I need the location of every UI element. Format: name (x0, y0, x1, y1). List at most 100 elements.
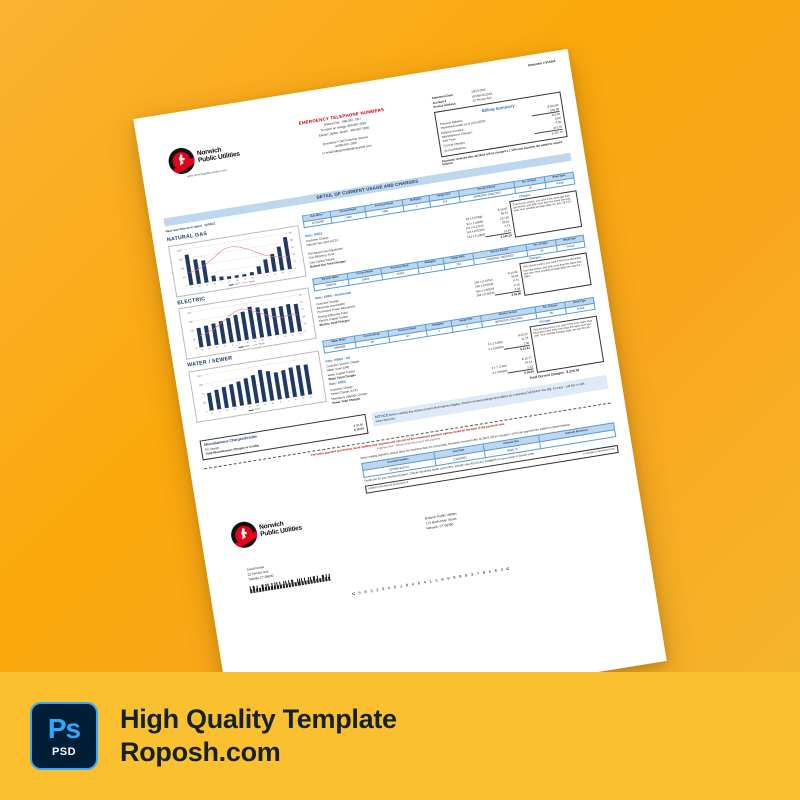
svg-text:51: 51 (291, 246, 295, 248)
svg-text:F: F (239, 343, 241, 345)
svg-text:72: 72 (202, 393, 206, 395)
svg-text:108: 108 (199, 384, 204, 387)
bill-page-sheet: Statement # 915254 Norwich Public Utilit… (133, 48, 667, 732)
account-summary-block: Statement Date: 10/17/2022 Account # 615… (431, 75, 569, 167)
svg-text:S: S (292, 335, 294, 337)
svg-text:Temp: Temp (259, 343, 266, 346)
svg-text:D: D (234, 408, 236, 410)
svg-text:0: 0 (206, 411, 208, 413)
svg-text:J: J (287, 400, 289, 402)
svg-text:85: 85 (289, 232, 293, 234)
svg-text:J: J (242, 407, 244, 409)
svg-text:S: S (282, 272, 284, 274)
statement-number-value: 915254 (545, 58, 556, 65)
svg-text:S: S (191, 287, 193, 289)
usage-history-chart: 143 108 72 36 0 S O N D J F M A M J J A S O CCF (188, 350, 327, 423)
barcode-bar (328, 573, 331, 581)
svg-text:94: 94 (299, 295, 303, 297)
next-read-value: 11/03/22 (203, 221, 216, 228)
svg-text:S: S (201, 349, 203, 351)
svg-text:O: O (198, 286, 200, 288)
svg-text:68: 68 (290, 239, 294, 241)
svg-text:O: O (310, 396, 312, 398)
svg-text:CCF: CCF (235, 283, 241, 286)
svg-text:D: D (224, 346, 226, 348)
svg-text:Temp: Temp (249, 280, 256, 283)
npu-logo-icon-stub (229, 519, 260, 550)
service-chart-column: NATURAL GAS 139 104 69 35 0 S O N D J F M A M J J A S O 85 68… (167, 216, 307, 298)
statement-number-line: Statement # 915254 (527, 58, 556, 68)
svg-text:34: 34 (292, 253, 296, 255)
footer-band: Ps PSD High Quality Template Roposh.com (0, 672, 800, 800)
service-section: WATER / SEWER 143 108 72 36 0 S O N D J F M A M J J A S O CC… (187, 297, 605, 429)
svg-text:D: D (214, 283, 216, 285)
svg-text:J: J (259, 276, 261, 278)
svg-text:36: 36 (203, 402, 207, 404)
svg-text:0: 0 (185, 285, 187, 287)
psd-label: PSD (51, 745, 77, 758)
footer-line-1: High Quality Template (120, 704, 397, 735)
svg-text:O: O (219, 411, 221, 413)
svg-text:O: O (209, 348, 211, 350)
svg-text:J: J (280, 401, 282, 403)
svg-text:J: J (270, 338, 272, 340)
service-section: ELECTRIC 222 166 111 55 0 S O N D J F M A M J J A S O 94 75 57… (177, 234, 593, 360)
svg-text:M: M (272, 402, 274, 404)
svg-text:O: O (299, 333, 301, 335)
svg-text:J: J (232, 345, 234, 347)
svg-text:0: 0 (305, 330, 307, 332)
footer-text-block: High Quality Template Roposh.com (120, 703, 397, 769)
svg-text:S: S (211, 412, 213, 414)
svg-text:A: A (294, 398, 297, 401)
svg-text:35: 35 (183, 277, 187, 279)
svg-text:A: A (284, 335, 287, 338)
svg-text:143: 143 (197, 375, 202, 378)
usage-comparison-blurb: This service period, you used 4.5% more … (529, 315, 605, 374)
svg-text:222: 222 (187, 312, 192, 315)
svg-text:19: 19 (304, 323, 308, 325)
svg-text:57: 57 (301, 309, 305, 311)
svg-text:166: 166 (189, 321, 194, 324)
svg-text:104: 104 (178, 259, 183, 262)
usage-history-chart: 139 104 69 35 0 S O N D J F M A M J J A S O 85 68 51 34 17 0 CCF T… (167, 224, 307, 298)
total-current-charges-amount: $ 279.76 (566, 368, 580, 375)
photoshop-psd-icon: Ps PSD (30, 702, 98, 770)
svg-text:O: O (289, 271, 291, 273)
statement-number-label: Statement # (527, 60, 545, 68)
npu-logo-icon (167, 146, 197, 176)
svg-text:F: F (229, 281, 231, 283)
svg-text:A: A (254, 340, 257, 343)
svg-text:M: M (262, 340, 264, 342)
svg-text:139: 139 (177, 250, 182, 253)
svg-text:38: 38 (302, 316, 306, 318)
service-chart-column: ELECTRIC 222 166 111 55 0 S O N D J F M A M J J A S O 94 75 57… (177, 279, 317, 360)
svg-text:S: S (302, 397, 304, 399)
svg-text:J: J (277, 337, 279, 339)
svg-text:0: 0 (196, 348, 198, 350)
ps-glyph: Ps (47, 712, 81, 744)
svg-text:17: 17 (293, 260, 297, 262)
service-chart-column: WATER / SEWER 143 108 72 36 0 S O N D J F M A M J J A S O CC… (187, 342, 328, 429)
service-sections: NATURAL GAS 139 104 69 35 0 S O N D J F M A M J J A S O 85 68… (167, 172, 605, 429)
svg-text:M: M (251, 277, 253, 279)
usage-history-chart: 222 166 111 55 0 S O N D J F M A M J J A S O 94 75 57 38 19 0 kWh… (178, 287, 317, 360)
svg-text:kWh: kWh (245, 345, 251, 348)
company-logo-block: Norwich Public Utilities www.norwichpubl… (151, 125, 261, 213)
svg-text:N: N (206, 284, 208, 286)
svg-text:M: M (257, 405, 259, 407)
svg-text:55: 55 (193, 339, 197, 341)
svg-text:75: 75 (300, 302, 304, 304)
remit-line-2: 173 North Main Street (425, 516, 457, 526)
svg-text:N: N (226, 410, 228, 412)
svg-text:A: A (264, 403, 267, 406)
operation-fuel-left: Added to the Amount Enclosed is $ (368, 481, 409, 491)
svg-text:M: M (246, 342, 248, 344)
svg-text:J: J (267, 275, 269, 277)
footer-line-2: Roposh.com (120, 737, 281, 767)
svg-text:A: A (244, 277, 247, 280)
svg-text:A: A (274, 272, 277, 275)
utility-bill-document: Statement # 915254 Norwich Public Utilit… (133, 49, 666, 731)
operation-fuel-right: to donate to Operation Fuel. (583, 447, 616, 456)
svg-text:M: M (236, 279, 238, 281)
svg-text:0: 0 (295, 268, 297, 270)
